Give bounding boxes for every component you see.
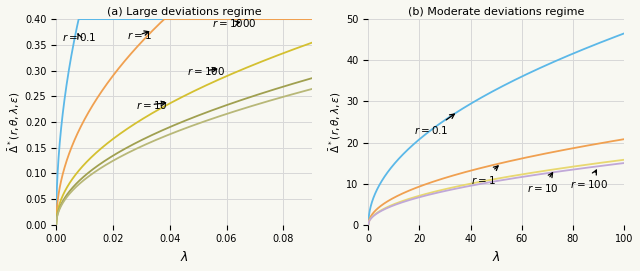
Y-axis label: $\bar{\Delta}^*(r,\theta,\lambda,\epsilon)$: $\bar{\Delta}^*(r,\theta,\lambda,\epsilo… <box>328 91 344 153</box>
Text: $r = 0.1$: $r = 0.1$ <box>62 31 97 43</box>
Text: $r = 10$: $r = 10$ <box>527 173 558 194</box>
Text: $r = 100$: $r = 100$ <box>570 170 608 190</box>
Text: $r = 10$: $r = 10$ <box>136 99 167 111</box>
Text: $r = 1$: $r = 1$ <box>127 29 152 41</box>
Text: $r = 1000$: $r = 1000$ <box>212 17 257 29</box>
Text: $r = 1$: $r = 1$ <box>470 166 498 186</box>
X-axis label: $\lambda$: $\lambda$ <box>492 250 500 264</box>
X-axis label: $\lambda$: $\lambda$ <box>180 250 188 264</box>
Title: (b) Moderate deviations regime: (b) Moderate deviations regime <box>408 7 584 17</box>
Title: (a) Large deviations regime: (a) Large deviations regime <box>107 7 261 17</box>
Y-axis label: $\bar{\Delta}^*(r,\theta,\lambda,\epsilon)$: $\bar{\Delta}^*(r,\theta,\lambda,\epsilo… <box>7 91 22 153</box>
Text: $r = 0.1$: $r = 0.1$ <box>414 114 454 136</box>
Text: $r = 100$: $r = 100$ <box>187 65 225 77</box>
